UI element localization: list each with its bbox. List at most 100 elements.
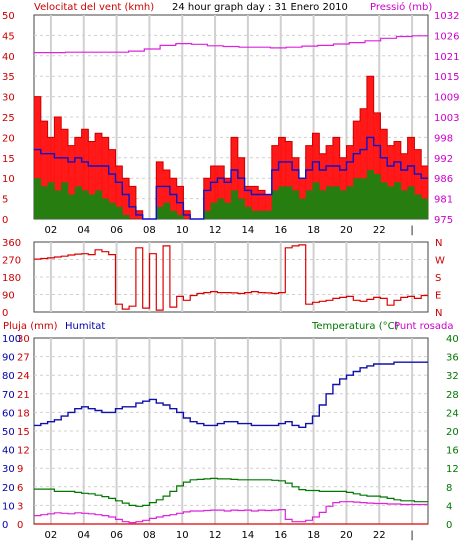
rain-y-tick: 15 xyxy=(17,427,30,438)
wind-gust-line xyxy=(34,75,428,220)
wind-gust-bar xyxy=(387,145,395,219)
temperature-y-tick: 8 xyxy=(446,483,452,494)
wind-low-bar xyxy=(163,202,171,219)
rain-y-tick: 30 xyxy=(17,334,30,345)
wind-low-bar xyxy=(224,202,232,219)
wind-panel-x-tick: 20 xyxy=(340,225,353,236)
direction-y-tick: 0 xyxy=(2,308,8,319)
pressure-axis-label: Pressió (mb) xyxy=(370,1,432,13)
wind-low-bar xyxy=(271,190,279,219)
wind-gust-bar xyxy=(224,178,232,219)
humidity-y-tick: 20 xyxy=(2,483,15,494)
pressure-y-tick: 998 xyxy=(434,133,453,144)
pressure-line xyxy=(34,35,428,54)
pressure-y-tick: 1009 xyxy=(434,93,459,104)
wind-gust-bar xyxy=(319,153,327,219)
wind-gust-bar xyxy=(54,117,62,219)
wind-panel-x-tick: 18 xyxy=(307,225,320,236)
wind-panel-x-tick: | xyxy=(410,225,413,236)
wind-low-bar xyxy=(346,186,354,219)
temperature-y-tick: 4 xyxy=(446,501,452,512)
wind-gust-bar xyxy=(244,186,252,219)
temp-panel-x-tick: 10 xyxy=(176,530,189,541)
wind-gust-bar xyxy=(231,137,239,219)
wind-low-bar xyxy=(360,178,368,219)
temperature-y-tick: 40 xyxy=(446,334,459,345)
compass-label: W xyxy=(435,256,445,267)
temp-panel-x-tick: 08 xyxy=(143,530,156,541)
humidity-y-tick: 30 xyxy=(2,464,15,475)
temp-panel-frame xyxy=(33,337,429,525)
pressure-y-tick: 992 xyxy=(434,154,453,165)
wind-low-bar xyxy=(156,206,164,219)
temp-panel-x-tick: | xyxy=(410,530,413,541)
wind-low-bar xyxy=(122,214,130,219)
humidity-line xyxy=(34,361,428,428)
humidity-y-tick: 70 xyxy=(2,390,15,401)
humidity-y-tick: 50 xyxy=(2,427,15,438)
wind-panel-x-tick: 06 xyxy=(110,225,123,236)
temp-panel-x-tick: 20 xyxy=(340,530,353,541)
direction-y-tick: 90 xyxy=(2,291,15,302)
wind-gust-bar xyxy=(34,96,42,219)
wind-panel-x-tick: 16 xyxy=(274,225,287,236)
wind-panel-x-tick: 22 xyxy=(373,225,386,236)
wind-y-tick: 0 xyxy=(2,215,8,226)
wind-gust-bar xyxy=(47,137,55,219)
humidity-y-tick: 90 xyxy=(2,353,15,364)
wind-gust-bar xyxy=(251,186,259,219)
wind-low-bar xyxy=(387,186,395,219)
compass-label: E xyxy=(435,291,441,302)
wind-low-bar xyxy=(312,182,320,219)
temperature-y-tick: 36 xyxy=(446,353,459,364)
wind-gust-bar xyxy=(101,137,109,219)
wind-low-bar xyxy=(292,190,300,219)
wind-gust-bar xyxy=(366,76,374,219)
humidity-y-tick: 100 xyxy=(2,334,21,345)
wind-low-bar xyxy=(339,190,347,219)
wind-gust-bar xyxy=(407,137,415,219)
wind-low-bar xyxy=(265,210,273,219)
wind-low-bar xyxy=(366,170,374,219)
wind-y-tick: 35 xyxy=(2,72,15,83)
wind-panel-x-tick: 04 xyxy=(77,225,90,236)
pressure-y-tick: 1026 xyxy=(434,31,459,42)
wind-low-bar xyxy=(237,198,245,219)
humidity-y-tick: 80 xyxy=(2,371,15,382)
humidity-y-tick: 60 xyxy=(2,408,15,419)
wind-gust-bar xyxy=(217,166,225,219)
compass-label: N xyxy=(435,308,442,319)
wind-gust-bar xyxy=(421,166,429,219)
wind-gust-bar xyxy=(129,186,137,219)
dewpoint-line xyxy=(34,501,428,524)
pressure-y-tick: 975 xyxy=(434,215,453,226)
temp-panel-x-tick: 12 xyxy=(209,530,222,541)
wind-gust-bar xyxy=(353,121,361,219)
pressure-y-tick: 981 xyxy=(434,195,453,206)
wind-low-bar xyxy=(231,190,239,219)
wind-low-bar xyxy=(81,190,89,219)
temperature-y-tick: 12 xyxy=(446,464,459,475)
temp-panel-labels: Pluja (mm) Humitat Temperatura (°C) Punt… xyxy=(3,321,453,332)
wind-low-bar xyxy=(176,214,184,219)
wind-panel: Velocitat del vent (kmh) 24 hour graph d… xyxy=(34,1,432,13)
wind-y-tick: 40 xyxy=(2,52,15,63)
wind-gust-bar xyxy=(88,141,96,219)
temperature-axis-label: Temperatura (°C) xyxy=(311,321,399,332)
wind-low-bar xyxy=(115,206,123,219)
pressure-y-tick: 1003 xyxy=(434,113,459,124)
wind-gust-bar xyxy=(122,178,130,219)
wind-low-bar xyxy=(414,194,422,219)
wind-low-bar xyxy=(305,190,313,219)
rain-y-tick: 12 xyxy=(17,446,30,457)
wind-gust-bar xyxy=(95,133,103,219)
wind-gust-bar xyxy=(237,157,245,219)
wind-y-tick: 45 xyxy=(2,31,15,42)
wind-gust-bar xyxy=(346,145,354,219)
wind-y-tick: 5 xyxy=(2,195,8,206)
temp-panel-x-tick: 14 xyxy=(242,530,255,541)
temperature-line xyxy=(34,477,428,507)
wind-low-bar xyxy=(332,186,340,219)
